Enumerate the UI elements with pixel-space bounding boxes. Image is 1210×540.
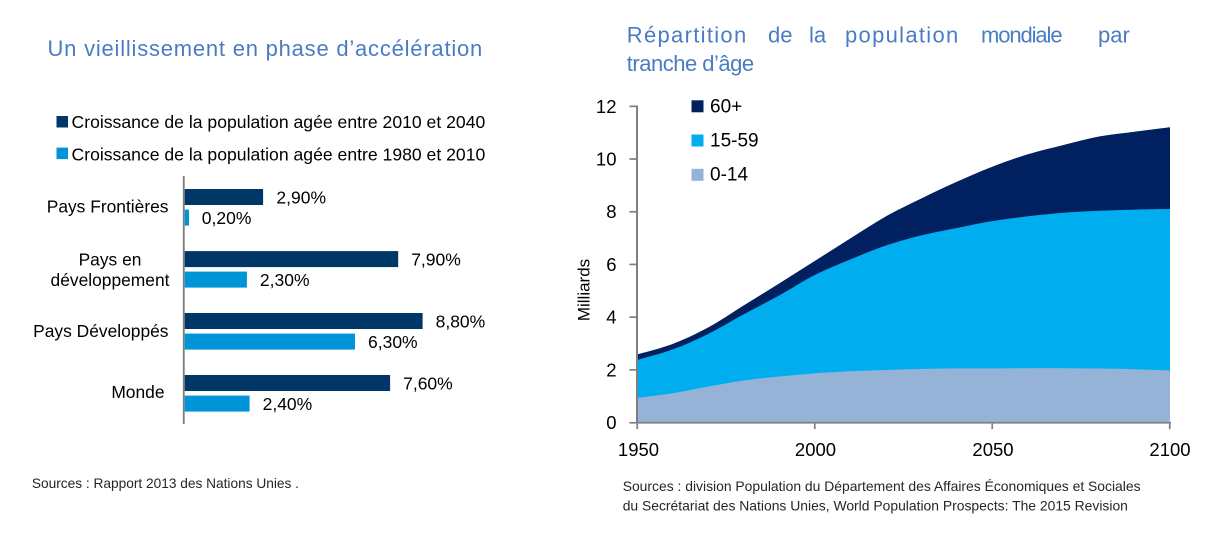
svg-text:15-59: 15-59 xyxy=(710,131,759,152)
svg-text:population: population xyxy=(845,22,960,47)
svg-text:4: 4 xyxy=(606,307,616,328)
svg-text:Pays Frontières: Pays Frontières xyxy=(47,197,169,217)
svg-text:7,60%: 7,60% xyxy=(403,373,453,393)
svg-text:développement: développement xyxy=(51,270,170,290)
svg-text:8: 8 xyxy=(606,201,616,222)
svg-text:Croissance de la population ag: Croissance de la population agée entre 1… xyxy=(72,145,486,165)
svg-text:Croissance de la population ag: Croissance de la population agée entre 2… xyxy=(72,112,486,132)
svg-text:1950: 1950 xyxy=(618,439,659,460)
svg-text:de: de xyxy=(768,22,792,47)
svg-text:10: 10 xyxy=(596,149,617,170)
svg-text:mondiale: mondiale xyxy=(981,22,1062,47)
svg-text:la: la xyxy=(809,22,827,47)
svg-text:du Secrétariat des Nations Uni: du Secrétariat des Nations Unies, World … xyxy=(623,497,1128,513)
svg-text:Répartition: Répartition xyxy=(627,22,748,47)
svg-text:par: par xyxy=(1098,22,1130,47)
svg-text:2000: 2000 xyxy=(795,439,836,460)
svg-text:6,30%: 6,30% xyxy=(368,332,418,352)
svg-text:6: 6 xyxy=(606,254,616,275)
svg-text:0: 0 xyxy=(606,412,616,433)
svg-text:0-14: 0-14 xyxy=(710,165,748,186)
svg-text:Milliards: Milliards xyxy=(575,259,594,321)
svg-text:2,30%: 2,30% xyxy=(260,270,310,290)
svg-text:Monde: Monde xyxy=(111,382,164,402)
svg-text:2,90%: 2,90% xyxy=(276,187,326,207)
svg-text:12: 12 xyxy=(596,96,617,117)
svg-text:60+: 60+ xyxy=(710,97,742,118)
svg-text:Sources : Rapport 2013 des Nat: Sources : Rapport 2013 des Nations Unies… xyxy=(32,476,299,491)
svg-text:Un vieillissement en phase d’a: Un vieillissement en phase d’accélératio… xyxy=(48,36,484,61)
svg-text:2100: 2100 xyxy=(1149,439,1190,460)
svg-text:tranche d’âge: tranche d’âge xyxy=(627,51,754,76)
svg-text:7,90%: 7,90% xyxy=(411,250,461,270)
svg-text:0,20%: 0,20% xyxy=(202,208,252,228)
svg-text:2050: 2050 xyxy=(972,439,1013,460)
svg-text:2: 2 xyxy=(606,359,616,380)
svg-text:8,80%: 8,80% xyxy=(436,311,486,331)
svg-text:Sources : division Population: Sources : division Population du Départe… xyxy=(623,478,1141,494)
svg-text:Pays en: Pays en xyxy=(79,250,142,270)
svg-text:Pays Développés: Pays Développés xyxy=(33,321,169,341)
svg-text:2,40%: 2,40% xyxy=(263,394,313,414)
